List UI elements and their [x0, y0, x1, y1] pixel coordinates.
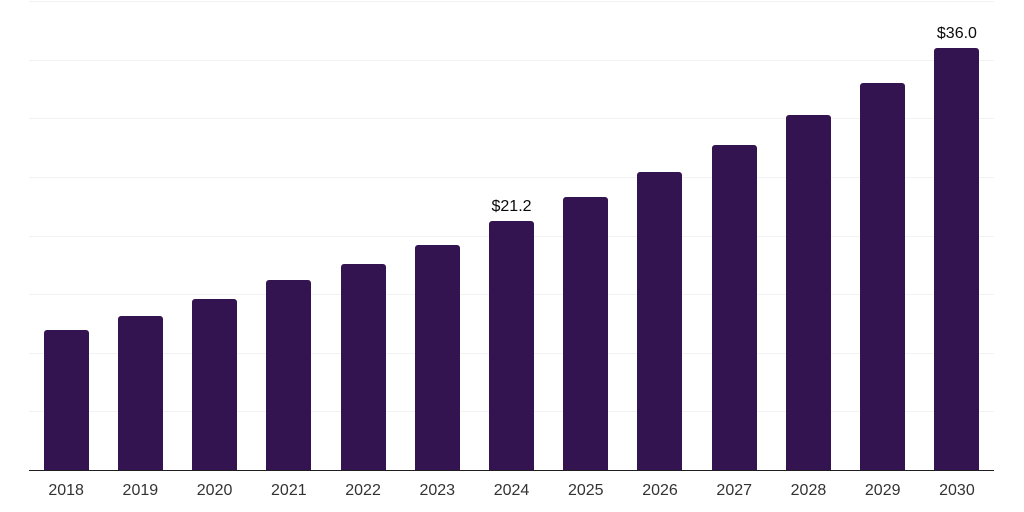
bar-band-2022: [326, 1, 400, 470]
bar-band-2028: [771, 1, 845, 470]
bar-band-2025: [549, 1, 623, 470]
bar-band-2020: [177, 1, 251, 470]
bar-band-2021: [252, 1, 326, 470]
bar-2029: [860, 83, 906, 470]
gridline-40: [29, 1, 994, 2]
x-axis-label-2027: 2027: [716, 482, 753, 499]
bar-2030: $36.0: [934, 25, 980, 470]
bar-2021: [266, 280, 312, 470]
bar-band-2023: [400, 1, 474, 470]
bar-value-label-2030: $36.0: [936, 24, 977, 42]
bar-band-2019: [103, 1, 177, 470]
bar-2026: [637, 172, 683, 470]
bar-2018: [43, 330, 89, 470]
x-axis-label-2021: 2021: [271, 482, 307, 499]
bar-2023: [414, 244, 460, 470]
bar-band-2024: $21.2: [474, 1, 548, 470]
gridline-25: [29, 176, 994, 178]
bar-2027: [711, 145, 757, 470]
bar-band-2026: [623, 1, 697, 470]
x-axis-label-2026: 2026: [642, 482, 678, 499]
x-axis-label-2018: 2018: [48, 482, 84, 499]
x-axis-label-2025: 2025: [567, 482, 604, 499]
gridline-35: [29, 59, 994, 61]
bar-2028: [785, 114, 831, 470]
bar-2022: [340, 263, 386, 470]
x-axis: 2018 2019 2020 2021 2022 2023 2024 2025 2026 2027…: [29, 482, 994, 500]
bar-band-2018: [29, 1, 103, 470]
gridline-30: [29, 118, 994, 120]
x-axis-label-2028: 2028: [790, 482, 827, 499]
bar-band-2030: $36.0: [920, 1, 994, 470]
bar-2024: $21.2: [489, 198, 535, 470]
plot-area: $21.2 $36.0: [29, 1, 994, 471]
x-axis-label-2023: 2023: [419, 482, 456, 499]
bars-layer: $21.2 $36.0: [29, 1, 994, 470]
x-axis-label-2024: 2024: [493, 482, 530, 499]
bar-2025: [563, 196, 609, 470]
bar-band-2027: [697, 1, 771, 470]
bar-band-2029: [846, 1, 920, 470]
x-axis-label-2029: 2029: [864, 482, 901, 499]
x-axis-label-2030: 2030: [939, 482, 975, 499]
x-axis-label-2020: 2020: [196, 482, 233, 499]
bar-2020: [192, 298, 238, 470]
bar-value-label-2024: $21.2: [491, 198, 532, 216]
x-axis-label-2019: 2019: [122, 482, 159, 499]
x-axis-label-2022: 2022: [345, 482, 381, 499]
bar-2019: [117, 316, 163, 470]
